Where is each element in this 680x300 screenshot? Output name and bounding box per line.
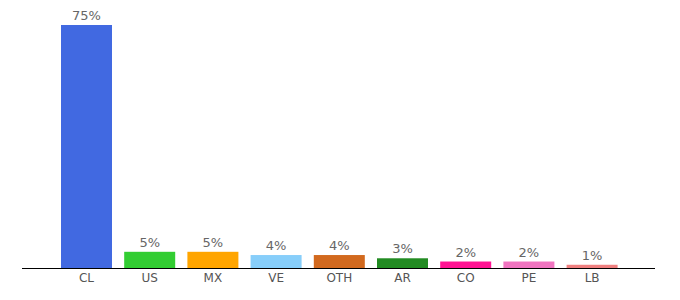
bar bbox=[251, 255, 302, 268]
x-axis bbox=[22, 268, 655, 269]
data-label: 2% bbox=[455, 245, 476, 260]
data-label: 3% bbox=[392, 241, 413, 256]
bar bbox=[61, 25, 112, 268]
x-tick-label: US bbox=[141, 271, 157, 285]
x-tick-label: OTH bbox=[326, 271, 352, 285]
data-label: 5% bbox=[203, 235, 224, 250]
x-tick-label: CL bbox=[79, 271, 94, 285]
chart-container: 75% CL 5% US 5% MX 4% VE 4% OTH 3% AR 2% CO 2% PE 1% LB bbox=[0, 0, 680, 300]
bar bbox=[314, 255, 365, 268]
x-tick-label: MX bbox=[204, 271, 223, 285]
bars bbox=[61, 25, 618, 268]
data-label: 4% bbox=[266, 238, 287, 253]
x-tick-label: LB bbox=[585, 271, 600, 285]
bar bbox=[377, 258, 428, 268]
bar bbox=[440, 262, 491, 268]
data-label: 4% bbox=[329, 238, 350, 253]
data-label: 1% bbox=[582, 248, 603, 263]
data-label: 75% bbox=[72, 8, 101, 23]
chart: 75% CL 5% US 5% MX 4% VE 4% OTH 3% AR 2% CO 2% PE 1% LB bbox=[0, 0, 680, 300]
x-tick-label: VE bbox=[268, 271, 284, 285]
x-tick-label: CO bbox=[457, 271, 475, 285]
x-tick-label: AR bbox=[394, 271, 411, 285]
bar bbox=[567, 265, 618, 268]
data-label: 5% bbox=[139, 235, 160, 250]
labels: 75% CL 5% US 5% MX 4% VE 4% OTH 3% AR 2% CO 2% PE 1% LB bbox=[72, 8, 602, 285]
bar bbox=[124, 252, 175, 268]
bar bbox=[503, 262, 554, 268]
data-label: 2% bbox=[519, 245, 540, 260]
bar bbox=[187, 252, 238, 268]
x-tick-label: PE bbox=[521, 271, 536, 285]
